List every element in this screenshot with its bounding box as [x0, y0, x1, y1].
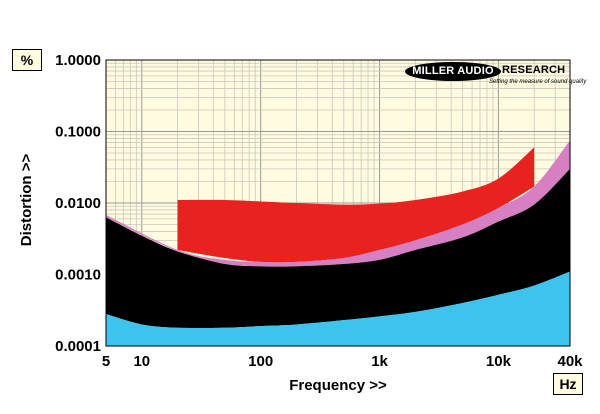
y-tick-label: 0.0100 — [55, 195, 101, 212]
y-unit-badge: % — [12, 49, 42, 71]
x-tick-label: 10 — [133, 353, 150, 370]
logo-part2: RESEARCH — [502, 64, 566, 76]
y-tick-label: 0.1000 — [55, 124, 101, 141]
y-tick-label: 0.0010 — [55, 267, 101, 284]
x-tick-label: 10k — [486, 353, 512, 370]
y-tick-label: 1.0000 — [55, 52, 101, 69]
x-tick-label: 100 — [248, 353, 273, 370]
x-unit-badge: Hz — [553, 373, 583, 395]
series-band-2 — [106, 168, 570, 329]
x-tick-labels: 5 10 100 1k 10k 40k — [102, 353, 583, 370]
series-band-0 — [177, 147, 535, 263]
y-axis-label: Distortion >> — [18, 154, 35, 247]
x-axis-label: Frequency >> — [289, 377, 387, 394]
x-tick-label: 1k — [371, 353, 388, 370]
y-tick-labels: 1.0000 0.1000 0.0100 0.0010 0.0001 — [55, 52, 101, 355]
logo-tagline: Setting the measure of sound quality — [489, 79, 587, 85]
plot-frame — [105, 59, 571, 347]
logo-part1: MILLER AUDIO — [405, 62, 501, 81]
series-band-1 — [106, 140, 570, 267]
series-band-3 — [106, 271, 570, 346]
x-tick-label: 5 — [102, 353, 110, 370]
brand-logo: MILLER AUDIO RESEARCH Setting the measur… — [405, 62, 586, 88]
y-tick-label: 0.0001 — [55, 338, 101, 355]
x-tick-label: 40k — [557, 353, 583, 370]
series-bands — [106, 140, 570, 346]
